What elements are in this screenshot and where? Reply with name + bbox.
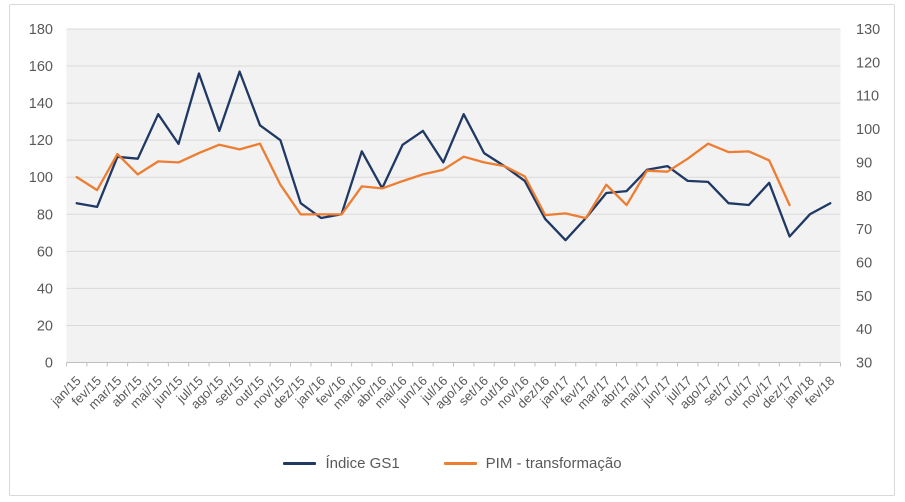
left-axis-tick-label: 180 bbox=[29, 22, 53, 38]
legend-label: PIM - transformação bbox=[485, 454, 622, 472]
plot-area[interactable] bbox=[66, 29, 841, 363]
legend-label: Índice GS1 bbox=[325, 454, 400, 472]
legend-line-swatch-orange bbox=[443, 461, 477, 465]
right-axis-tick-label: 60 bbox=[856, 255, 872, 271]
legend-item-pim-transformacao[interactable]: PIM - transformação bbox=[443, 454, 622, 472]
legend-item-indice-gs1[interactable]: Índice GS1 bbox=[283, 454, 400, 472]
right-axis-tick-label: 50 bbox=[856, 289, 872, 305]
series-line-ndice-gs1[interactable] bbox=[75, 70, 832, 242]
left-axis-tick-label: 140 bbox=[29, 96, 53, 112]
right-axis-tick-label: 120 bbox=[856, 55, 880, 71]
left-axis-tick-label: 60 bbox=[37, 244, 53, 260]
left-axis-tick-label: 20 bbox=[37, 318, 53, 334]
left-axis-tick-label: 40 bbox=[37, 281, 53, 297]
left-axis-tick-label: 120 bbox=[29, 133, 53, 149]
legend-line-swatch-blue bbox=[283, 461, 317, 465]
right-axis-tick-label: 130 bbox=[856, 22, 880, 38]
right-axis-tick-label: 30 bbox=[856, 356, 872, 372]
right-axis-tick-label: 90 bbox=[856, 155, 872, 171]
right-axis-tick-label: 80 bbox=[856, 189, 872, 205]
right-axis-tick-label: 110 bbox=[856, 89, 879, 105]
left-axis-tick-label: 100 bbox=[29, 170, 53, 186]
left-axis-tick-label: 160 bbox=[29, 59, 53, 75]
chart-legend: Índice GS1 PIM - transformação bbox=[0, 449, 905, 477]
right-axis-tick-label: 100 bbox=[856, 122, 880, 138]
series-line-pim-transforma-o[interactable] bbox=[75, 142, 791, 220]
right-axis-tick-label: 40 bbox=[856, 322, 872, 338]
left-axis-tick-label: 80 bbox=[37, 207, 53, 223]
right-axis-tick-label: 70 bbox=[856, 222, 872, 238]
left-axis-tick-label: 0 bbox=[45, 356, 53, 372]
